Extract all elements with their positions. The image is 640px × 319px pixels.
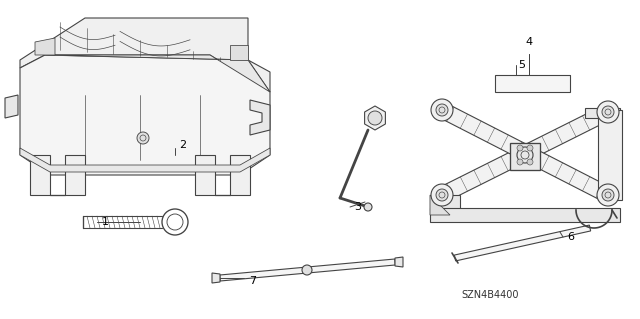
Circle shape bbox=[517, 145, 523, 151]
Polygon shape bbox=[20, 55, 270, 175]
Polygon shape bbox=[212, 273, 220, 283]
Circle shape bbox=[527, 159, 533, 165]
Polygon shape bbox=[30, 155, 50, 195]
Text: 2: 2 bbox=[179, 140, 187, 150]
Text: 7: 7 bbox=[250, 276, 257, 286]
Polygon shape bbox=[45, 55, 270, 92]
Circle shape bbox=[597, 101, 619, 123]
Polygon shape bbox=[510, 143, 540, 170]
Text: 4: 4 bbox=[525, 37, 532, 47]
Polygon shape bbox=[454, 225, 591, 261]
Circle shape bbox=[431, 184, 453, 206]
Text: 1: 1 bbox=[102, 217, 109, 227]
Polygon shape bbox=[438, 103, 612, 202]
Polygon shape bbox=[365, 106, 385, 130]
Polygon shape bbox=[495, 75, 570, 92]
Polygon shape bbox=[438, 105, 612, 202]
Polygon shape bbox=[20, 148, 270, 172]
Circle shape bbox=[527, 145, 533, 151]
Polygon shape bbox=[395, 257, 403, 267]
Polygon shape bbox=[585, 108, 620, 118]
Polygon shape bbox=[220, 259, 396, 281]
Circle shape bbox=[517, 159, 523, 165]
Polygon shape bbox=[430, 208, 620, 222]
Circle shape bbox=[597, 184, 619, 206]
Polygon shape bbox=[35, 38, 55, 55]
Circle shape bbox=[302, 265, 312, 275]
Polygon shape bbox=[598, 110, 622, 200]
Circle shape bbox=[368, 111, 382, 125]
Text: SZN4B4400: SZN4B4400 bbox=[461, 290, 519, 300]
Polygon shape bbox=[430, 195, 460, 210]
Polygon shape bbox=[230, 45, 248, 60]
Circle shape bbox=[364, 203, 372, 211]
Polygon shape bbox=[250, 100, 270, 135]
Circle shape bbox=[602, 189, 614, 201]
Text: 3: 3 bbox=[355, 202, 362, 212]
Circle shape bbox=[436, 104, 448, 116]
Text: 6: 6 bbox=[568, 232, 575, 242]
Polygon shape bbox=[20, 18, 270, 92]
Circle shape bbox=[436, 189, 448, 201]
Circle shape bbox=[517, 147, 533, 163]
Polygon shape bbox=[430, 195, 450, 215]
Polygon shape bbox=[5, 95, 18, 118]
Circle shape bbox=[137, 132, 149, 144]
Polygon shape bbox=[195, 155, 215, 195]
Circle shape bbox=[602, 106, 614, 118]
Polygon shape bbox=[230, 155, 250, 195]
Text: 5: 5 bbox=[518, 60, 525, 70]
Circle shape bbox=[431, 99, 453, 121]
Polygon shape bbox=[65, 155, 85, 195]
